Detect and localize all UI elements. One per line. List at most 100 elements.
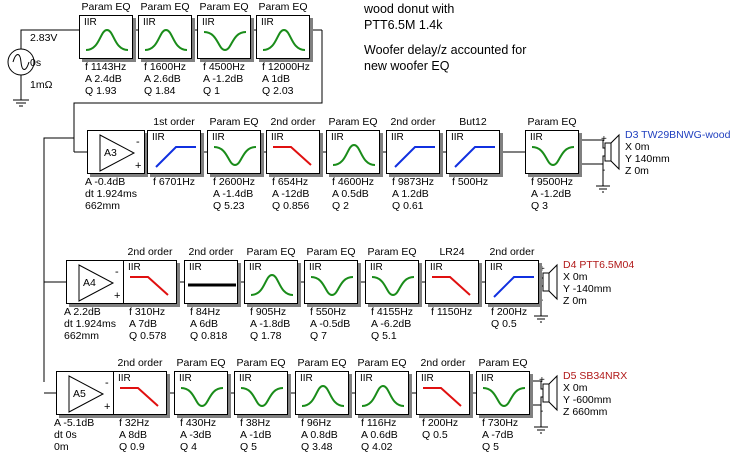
highpass-curve-icon — [394, 146, 435, 168]
speaker-position: Y -140mm — [563, 283, 612, 295]
filter-block[interactable]: IIR — [416, 371, 470, 415]
filter-block[interactable]: IIR — [525, 130, 579, 174]
filter-block[interactable]: IIR — [365, 260, 419, 304]
param-line: A 1.2dB — [392, 188, 429, 200]
param-line: A -5.1dB — [54, 417, 95, 429]
filter-block[interactable]: IIR — [446, 130, 500, 174]
filter-block[interactable]: IIR — [123, 260, 177, 304]
polarity-mark: - — [540, 295, 543, 306]
filter-block[interactable]: IIR — [295, 371, 349, 415]
filter-block[interactable]: IIR — [304, 260, 358, 304]
polarity-mark: - — [602, 165, 605, 176]
filter-block[interactable]: IIR — [266, 130, 320, 174]
speaker-wire-minus — [530, 396, 543, 406]
speaker-0-icon[interactable] — [604, 133, 620, 171]
block-params: f 4500Hz A -1.2dB Q 1 — [203, 61, 245, 97]
filter-block[interactable]: IIR — [386, 130, 440, 174]
block-params: f 9873Hz A 1.2dB Q 0.61 — [392, 176, 434, 212]
peak-curve-icon — [361, 384, 405, 407]
block-params: f 200Hz Q 0.5 — [422, 417, 458, 441]
block-type-label: IIR — [84, 17, 97, 28]
block-params: f 84Hz A 6dB Q 0.818 — [190, 306, 227, 342]
block-header: Param EQ — [367, 246, 417, 258]
param-line: A -12dB — [272, 188, 310, 200]
amplifier-triangle-icon: -+ — [68, 375, 110, 413]
speaker-name: D5 SB34NRX — [563, 370, 628, 382]
param-line: Q 4.02 — [361, 441, 393, 453]
source-voltage: 2.83V — [30, 32, 58, 44]
dip-curve-icon — [240, 387, 284, 408]
param-line: A -0.5dB — [310, 318, 351, 330]
block-header: 2nd order — [188, 246, 234, 258]
param-line: f 6701Hz — [153, 176, 196, 188]
filter-block[interactable]: IIR — [113, 371, 167, 415]
block-params: f 1150Hz — [431, 306, 472, 318]
filter-block[interactable]: IIR — [244, 260, 298, 304]
param-eq-block[interactable]: IIR — [197, 15, 251, 59]
speaker-wire-minus — [579, 155, 605, 165]
peak-curve-icon — [332, 143, 376, 166]
param-line: Q 5.1 — [371, 330, 397, 342]
amplifier-a4[interactable]: - + A4 — [66, 260, 124, 304]
speaker-position: Z 0m — [563, 295, 587, 307]
param-line: Q 4 — [180, 441, 197, 453]
param-line: A -6.2dB — [371, 318, 412, 330]
filter-block[interactable]: IIR — [147, 130, 201, 174]
param-line: A -1.2dB — [203, 73, 244, 85]
filter-block[interactable]: IIR — [174, 371, 228, 415]
highpass-curve-icon — [155, 146, 196, 168]
param-line: Q 0.578 — [129, 330, 167, 342]
filter-block[interactable]: IIR — [355, 371, 409, 415]
param-line: A -3dB — [180, 429, 212, 441]
amplifier-a3[interactable]: - + A3 — [87, 130, 145, 174]
dip-curve-icon — [213, 146, 257, 167]
block-header: 2nd order — [390, 116, 436, 128]
filter-block[interactable]: IIR — [326, 130, 380, 174]
param-line: A -0.4dB — [85, 176, 126, 188]
param-line: A -7dB — [482, 429, 514, 441]
param-eq-block[interactable]: IIR — [138, 15, 192, 59]
param-eq-block[interactable]: IIR — [79, 15, 133, 59]
param-line: A 2.6dB — [144, 73, 181, 85]
lowpass-curve-icon — [130, 276, 169, 296]
polarity-mark: - — [540, 406, 543, 417]
param-line: A -1.8dB — [250, 318, 291, 330]
block-type-label: IIR — [249, 262, 262, 273]
filter-block[interactable]: IIR — [485, 260, 539, 304]
block-params: f 32Hz A 8dB Q 0.9 — [119, 417, 149, 453]
block-header: 2nd order — [420, 357, 466, 369]
param-line: Q 0.856 — [272, 200, 310, 212]
dip-curve-icon — [371, 276, 415, 297]
sine-wave-icon — [12, 54, 30, 70]
shelf-curve-icon — [188, 283, 236, 287]
param-line: A 2.4dB — [85, 73, 122, 85]
block-type-label: IIR — [143, 17, 156, 28]
param-line: A -1.2dB — [531, 188, 572, 200]
polarity-mark: + — [539, 264, 545, 275]
param-line: f 310Hz — [129, 306, 166, 318]
amplifier-params: A -0.4dB dt 1.924ms 662mm — [85, 176, 137, 212]
speaker-2-icon[interactable] — [542, 374, 558, 412]
source-impedance: 1mΩ — [30, 79, 53, 91]
filter-block[interactable]: IIR — [234, 371, 288, 415]
speaker-wire-plus — [539, 269, 543, 279]
param-eq-block[interactable]: IIR — [256, 15, 310, 59]
param-line: f 1150Hz — [431, 306, 473, 318]
speaker-name: D3 TW29BNWG-wood — [625, 129, 731, 141]
amplifier-a5[interactable]: - + A5 — [56, 371, 114, 415]
param-line: f 4600Hz — [332, 176, 375, 188]
param-line: Q 3 — [531, 200, 548, 212]
filter-block[interactable]: IIR — [476, 371, 530, 415]
filter-block[interactable]: IIR — [207, 130, 261, 174]
dip-curve-icon — [203, 31, 247, 52]
block-type-label: IIR — [202, 17, 215, 28]
speaker-1-icon[interactable] — [542, 263, 558, 301]
filter-block[interactable]: IIR — [184, 260, 238, 304]
lowpass-curve-icon — [432, 276, 471, 296]
amplifier-triangle-icon: -+ — [99, 134, 141, 172]
amplifier-triangle-icon: -+ — [78, 264, 120, 302]
filter-block[interactable]: IIR — [425, 260, 479, 304]
param-line: A 1dB — [262, 73, 291, 85]
block-params: f 12000Hz A 1dB Q 2.03 — [262, 61, 310, 97]
